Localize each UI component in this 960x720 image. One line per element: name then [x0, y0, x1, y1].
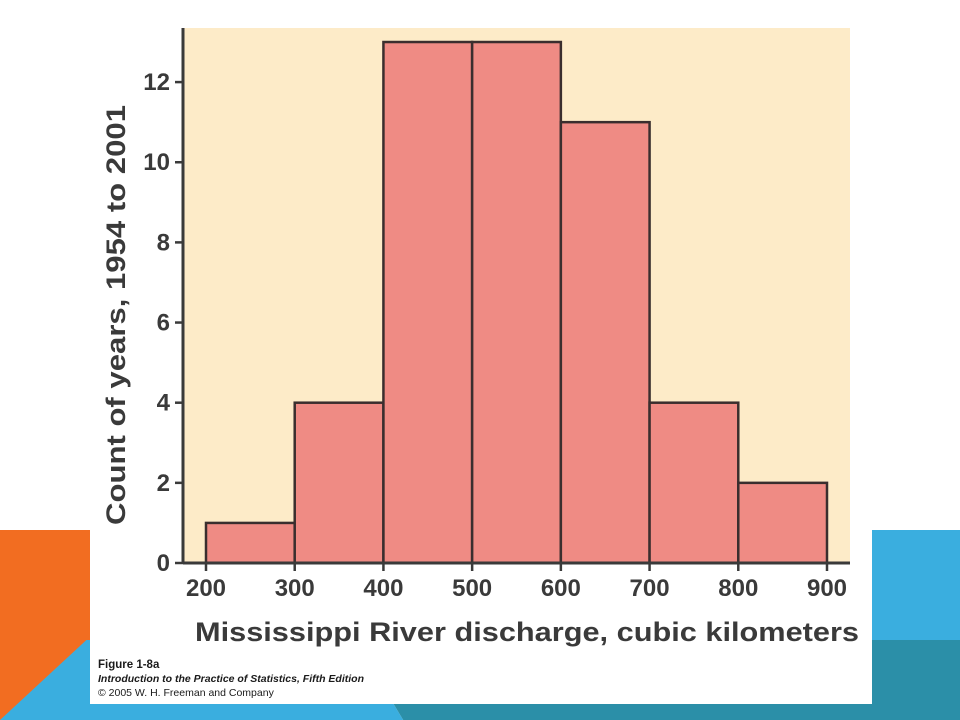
histogram-bar [559, 120, 651, 565]
y-tick-label: 4 [157, 390, 171, 417]
y-tick-label: 12 [143, 69, 170, 96]
x-tick-label: 900 [807, 575, 847, 602]
x-tick-label: 400 [363, 575, 403, 602]
histogram-bar [648, 401, 740, 565]
histogram-chart: 0 2 4 6 8 10 12 200 300 400 500 600 700 800 900 Missi… [101, 28, 859, 647]
histogram-bar [293, 401, 385, 565]
caption-book-title: Introduction to the Practice of Statisti… [98, 673, 365, 685]
bars-group [204, 40, 829, 565]
x-tick-label: 300 [275, 575, 315, 602]
histogram-bar [204, 521, 296, 565]
histogram-bar [737, 481, 829, 565]
x-axis-title: Mississippi River discharge, cubic kilom… [195, 617, 859, 647]
caption-figure-number: Figure 1-8a [98, 659, 160, 671]
figure-panel: 0 2 4 6 8 10 12 200 300 400 500 600 700 800 900 Missi… [90, 0, 872, 704]
y-axis-title: Count of years, 1954 to 2001 [101, 105, 131, 525]
y-tick-label: 2 [157, 470, 170, 497]
y-tick-label: 10 [143, 149, 170, 176]
caption-copyright: © 2005 W. H. Freeman and Company [98, 687, 274, 699]
y-ticks-group: 0 2 4 6 8 10 12 [143, 69, 183, 577]
y-tick-label: 6 [157, 310, 170, 337]
y-tick-label: 8 [157, 229, 170, 256]
y-tick-label: 0 [157, 550, 170, 577]
histogram-bar [470, 40, 563, 565]
x-tick-label: 600 [541, 575, 581, 602]
x-tick-label: 200 [186, 575, 226, 602]
x-ticks-group: 200 300 400 500 600 700 800 900 [186, 563, 847, 602]
x-tick-label: 800 [718, 575, 758, 602]
x-tick-label: 500 [452, 575, 492, 602]
x-tick-label: 700 [630, 575, 670, 602]
figure-caption: Figure 1-8a Introduction to the Practice… [98, 658, 364, 700]
histogram-bar [382, 40, 474, 565]
